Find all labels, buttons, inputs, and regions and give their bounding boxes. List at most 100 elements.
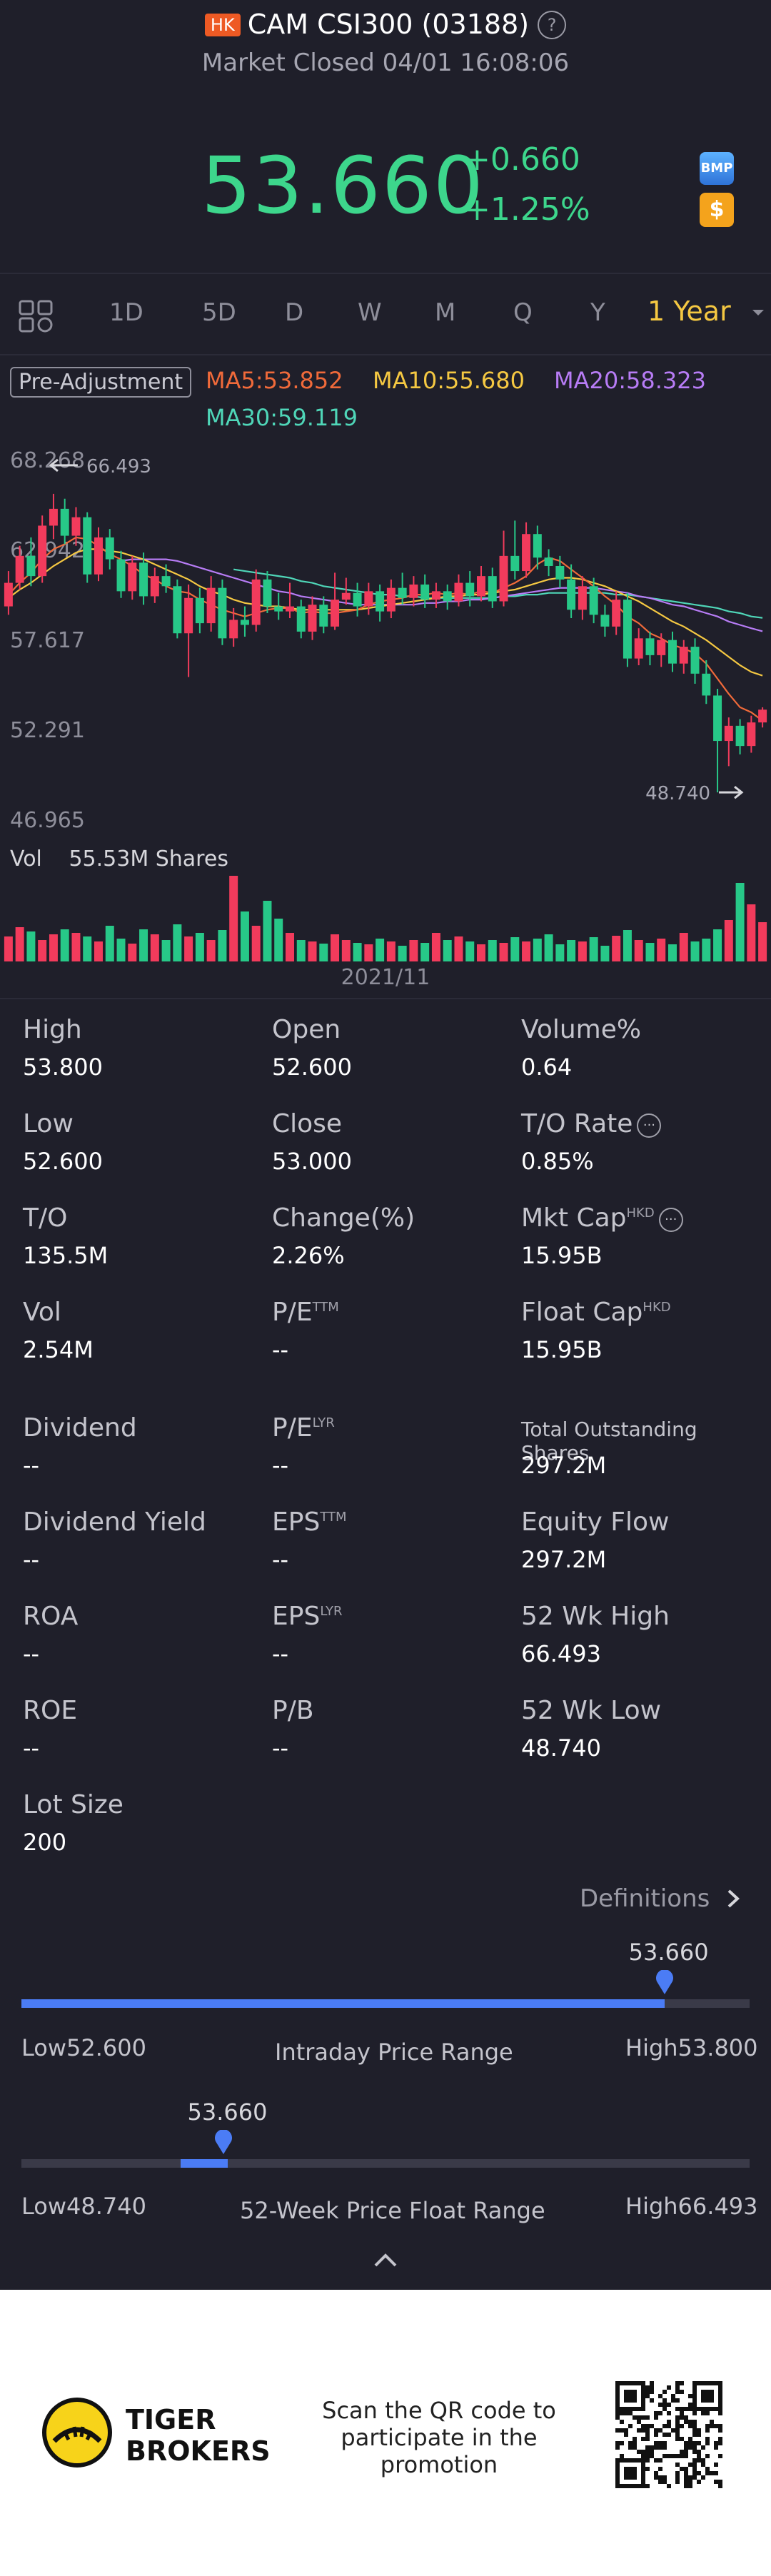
qr-module bbox=[692, 2433, 697, 2437]
week52-low: Low48.740 bbox=[21, 2193, 146, 2220]
qr-module bbox=[688, 2424, 692, 2428]
qr-module bbox=[684, 2484, 688, 2488]
qr-module bbox=[697, 2458, 701, 2463]
stat-mkt-cap-value: 15.95B bbox=[521, 1242, 603, 1269]
volume-bar bbox=[645, 943, 655, 961]
qr-module bbox=[654, 2471, 658, 2475]
qr-module bbox=[620, 2420, 624, 2424]
qr-module bbox=[680, 2450, 684, 2454]
qr-module bbox=[675, 2463, 680, 2467]
volume-bar bbox=[409, 940, 418, 961]
qr-module bbox=[624, 2394, 628, 2398]
volume-bar bbox=[477, 944, 485, 961]
candle-body bbox=[15, 555, 24, 583]
qr-module bbox=[628, 2411, 633, 2415]
tab-day[interactable]: D bbox=[285, 298, 304, 327]
tab-year[interactable]: Y bbox=[590, 298, 605, 327]
qr-module bbox=[641, 2463, 645, 2467]
dollar-icon[interactable]: $ bbox=[700, 193, 734, 227]
qr-module bbox=[645, 2450, 650, 2454]
volume-bar bbox=[758, 922, 767, 961]
y-tick-label: 68.268 bbox=[10, 448, 85, 473]
qr-module bbox=[675, 2428, 680, 2433]
high-marker-label: 66.493 bbox=[86, 457, 151, 478]
qr-module bbox=[654, 2428, 658, 2433]
qr-module bbox=[641, 2407, 645, 2411]
definitions-link[interactable]: Definitions bbox=[580, 1884, 742, 1913]
pre-adjustment-button[interactable]: Pre-Adjustment bbox=[10, 367, 192, 398]
qr-module bbox=[692, 2381, 697, 2385]
candle-body bbox=[139, 562, 148, 597]
qr-module bbox=[628, 2467, 633, 2471]
qr-module bbox=[662, 2445, 667, 2450]
tab-month[interactable]: M bbox=[435, 298, 456, 327]
candle-body bbox=[386, 587, 395, 612]
volume-bar bbox=[376, 939, 385, 961]
volume-bar bbox=[657, 939, 666, 961]
volume-bar bbox=[499, 943, 508, 961]
qr-module bbox=[684, 2441, 688, 2445]
volume-bar bbox=[206, 940, 216, 961]
info-icon[interactable]: ··· bbox=[637, 1113, 662, 1138]
qr-module bbox=[650, 2445, 654, 2450]
stat-float-cap-text: Float Cap bbox=[521, 1298, 643, 1327]
qr-module bbox=[701, 2390, 705, 2394]
qr-module bbox=[718, 2407, 722, 2411]
qr-module bbox=[645, 2390, 650, 2394]
volume-bar bbox=[589, 937, 598, 961]
candlestick-chart[interactable]: 66.493 48.740 bbox=[0, 457, 771, 828]
tab-1d[interactable]: 1D bbox=[109, 298, 143, 327]
qr-module bbox=[628, 2441, 633, 2445]
intraday-title: Intraday Price Range bbox=[275, 2039, 513, 2066]
chevron-down-icon[interactable] bbox=[751, 305, 765, 323]
chart-grid-icon[interactable] bbox=[19, 300, 53, 335]
qr-module bbox=[684, 2467, 688, 2471]
qr-module bbox=[645, 2454, 650, 2458]
candle-body bbox=[38, 525, 47, 577]
bmp-icon[interactable]: BMP bbox=[700, 152, 734, 185]
qr-module bbox=[650, 2424, 654, 2428]
qr-module bbox=[675, 2475, 680, 2480]
qr-module bbox=[662, 2433, 667, 2437]
candle-body bbox=[431, 591, 440, 600]
qr-module bbox=[615, 2463, 620, 2467]
qr-module bbox=[667, 2433, 671, 2437]
qr-module bbox=[628, 2475, 633, 2480]
chevron-up-icon[interactable] bbox=[373, 2252, 398, 2271]
info-icon[interactable]: ··· bbox=[658, 1208, 683, 1232]
qr-module bbox=[615, 2471, 620, 2475]
tab-5d[interactable]: 5D bbox=[202, 298, 236, 327]
qr-module bbox=[701, 2381, 705, 2385]
qr-module bbox=[688, 2484, 692, 2488]
volume-bar bbox=[578, 941, 587, 961]
stat-float-cap-value: 15.95B bbox=[521, 1336, 603, 1363]
qr-module bbox=[710, 2381, 714, 2385]
candle-body bbox=[544, 557, 553, 566]
qr-module bbox=[701, 2398, 705, 2403]
qr-module bbox=[628, 2394, 633, 2398]
qr-module bbox=[620, 2407, 624, 2411]
tab-week[interactable]: W bbox=[358, 298, 382, 327]
help-icon[interactable]: ? bbox=[538, 11, 567, 39]
qr-module bbox=[714, 2424, 718, 2428]
qr-module bbox=[641, 2471, 645, 2475]
y-tick-label: 52.291 bbox=[10, 718, 85, 743]
volume-bar bbox=[431, 933, 440, 961]
qr-module bbox=[654, 2411, 658, 2415]
brand-name: TIGER BROKERS bbox=[126, 2404, 271, 2467]
qr-module bbox=[714, 2471, 718, 2475]
stat-52wk-high-label: 52 Wk High bbox=[521, 1602, 670, 1631]
qr-module bbox=[620, 2411, 624, 2415]
tab-quarter[interactable]: Q bbox=[513, 298, 533, 327]
volume-bar bbox=[331, 934, 340, 961]
tab-one-year[interactable]: 1 Year bbox=[647, 296, 731, 327]
qr-module bbox=[633, 2390, 637, 2394]
stat-mkt-cap-label: Mkt CapHKD ··· bbox=[521, 1203, 683, 1233]
qr-module bbox=[620, 2454, 624, 2458]
qr-module bbox=[718, 2403, 722, 2407]
tiger-logo-icon bbox=[41, 2397, 113, 2471]
candle-body bbox=[612, 600, 621, 627]
qr-module bbox=[692, 2450, 697, 2454]
volume-bar bbox=[150, 934, 159, 961]
qr-module bbox=[714, 2441, 718, 2445]
